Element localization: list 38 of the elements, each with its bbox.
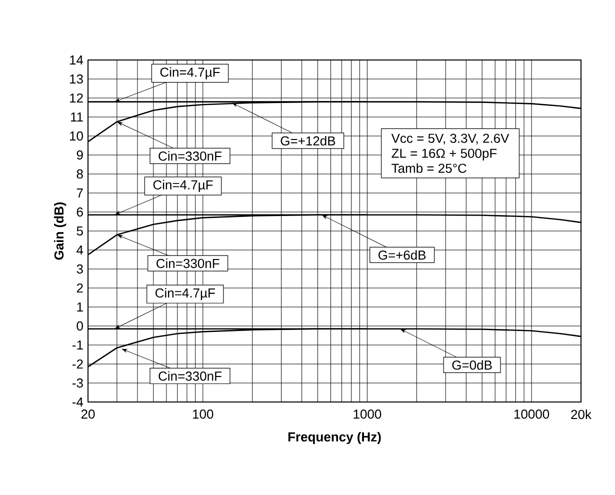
annotation: G=+6dB: [378, 250, 426, 260]
x-tick-label: 20: [81, 410, 95, 419]
y-tick-label: 9: [76, 150, 83, 160]
y-tick-label: 11: [70, 112, 83, 122]
y-tick-label: 14: [70, 56, 84, 64]
x-tick-label: 10000: [514, 410, 550, 419]
annotation: ZL = 16Ω + 500pF: [392, 148, 497, 160]
annotation: G=+12dB: [280, 136, 336, 146]
x-tick-label: 20k: [571, 410, 592, 420]
x-tick-label: 100: [193, 410, 214, 419]
annotation: Vcc = 5V, 3.3V, 2.6V: [391, 134, 510, 144]
y-tick-label: -1: [72, 340, 83, 350]
y-tick-label: 5: [76, 226, 83, 236]
y-tick-label: 2: [76, 283, 83, 293]
y-tick-label: 0: [76, 321, 83, 331]
y-tick-label: 1: [77, 302, 83, 312]
annotation: Cin=4.7µF: [160, 67, 220, 80]
y-tick-label: 4: [76, 246, 84, 254]
annotation: G=0dB: [452, 360, 492, 370]
y-tick-label: 8: [76, 169, 83, 179]
x-tick-label: 1000: [354, 410, 382, 419]
y-tick-label: -4: [72, 398, 84, 406]
annotation: Tamb = 25°C: [392, 163, 466, 173]
y-tick-label: 7: [76, 188, 83, 198]
annotation: Cin=4.7µF: [153, 180, 213, 192]
y-tick-label: 12: [70, 93, 83, 103]
annotation: Cin=4.7µF: [155, 288, 215, 300]
annotation: Cin=330nF: [158, 151, 222, 161]
x-axis-title: Frequency (Hz): [288, 432, 381, 444]
y-tick-label: -2: [72, 359, 83, 369]
y-tick-label: 13: [70, 74, 83, 84]
y-tick-label: -3: [72, 378, 83, 388]
y-tick-label: 3: [76, 264, 83, 274]
annotation: Cin=330nF: [158, 371, 222, 381]
y-axis-title: Gain (dB): [54, 202, 66, 260]
y-tick-label: 10: [70, 131, 83, 141]
annotation: Cin=330nF: [156, 258, 220, 268]
y-tick-label: 6: [76, 207, 83, 217]
